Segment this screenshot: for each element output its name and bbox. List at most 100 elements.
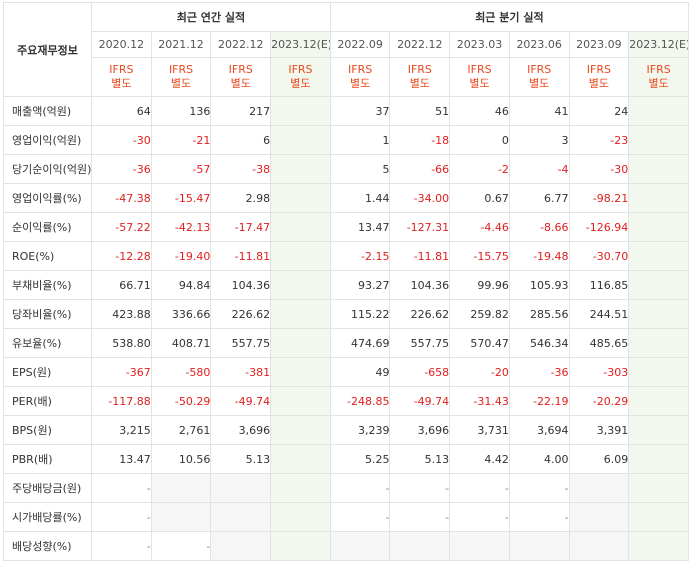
value-cell: 13.47 xyxy=(329,212,391,242)
value-cell xyxy=(210,531,272,561)
period-header: 2023.03 xyxy=(449,31,510,58)
period-header: 2023.12(E) xyxy=(270,31,331,58)
row-label: BPS(원) xyxy=(2,415,93,445)
row-label: 영업이익(억원) xyxy=(2,125,93,155)
value-cell xyxy=(449,531,510,561)
value-cell: 546.34 xyxy=(508,328,570,358)
value-cell xyxy=(568,502,630,532)
value-cell: -57.22 xyxy=(91,212,152,242)
value-cell: -19.48 xyxy=(508,241,570,271)
value-cell: -117.88 xyxy=(91,386,152,416)
table-row: 부채비율(%) 66.71 94.84 104.36 93.27 104.36 99.96 1… xyxy=(2,270,689,300)
value-cell: 5.13 xyxy=(389,444,451,474)
value-cell xyxy=(628,270,689,300)
value-cell: - xyxy=(508,502,570,532)
period-header: 2023.12(E) xyxy=(628,31,689,58)
row-label: 유보율(%) xyxy=(2,328,93,358)
separate-basis-label: 별도 xyxy=(409,77,430,90)
ifrs-label: IFRS xyxy=(228,63,253,76)
value-cell: 2.98 xyxy=(210,183,272,213)
value-cell: 3,239 xyxy=(329,415,391,445)
value-cell: 408.71 xyxy=(150,328,212,358)
value-cell: 41 xyxy=(508,96,570,126)
value-cell xyxy=(389,531,451,561)
row-label: 순이익률(%) xyxy=(2,212,93,242)
separate-basis-label: 별도 xyxy=(588,77,609,90)
value-cell xyxy=(270,386,331,416)
value-cell: -49.74 xyxy=(389,386,451,416)
value-cell: -22.19 xyxy=(508,386,570,416)
value-cell: - xyxy=(508,473,570,503)
table-row: 시가배당률(%) - - - - - xyxy=(2,502,689,532)
separate-basis-label: 별도 xyxy=(230,77,251,90)
table-row: 당기순이익(억원) -36 -57 -38 5 -66 -2 -4 -30 xyxy=(2,154,689,184)
ifrs-label: IFRS xyxy=(467,63,492,76)
value-cell: 6.09 xyxy=(568,444,630,474)
value-cell: 37 xyxy=(329,96,391,126)
value-cell: -15.47 xyxy=(150,183,212,213)
value-cell: -34.00 xyxy=(389,183,451,213)
row-label: PER(배) xyxy=(2,386,93,416)
value-cell: 46 xyxy=(449,96,510,126)
value-cell: 0.67 xyxy=(449,183,510,213)
table-row: 순이익률(%) -57.22 -42.13 -17.47 13.47 -127.31 -4.… xyxy=(2,212,689,242)
value-cell xyxy=(270,96,331,126)
value-cell: -30 xyxy=(568,154,630,184)
value-cell xyxy=(628,444,689,474)
row-label: 당좌비율(%) xyxy=(2,299,93,329)
value-cell: 116.85 xyxy=(568,270,630,300)
period-header: 2022.12 xyxy=(210,31,272,58)
value-cell: 136 xyxy=(150,96,212,126)
accounting-standard-header: IFRS 별도 xyxy=(329,57,391,97)
period-header: 2022.09 xyxy=(329,31,391,58)
value-cell: -50.29 xyxy=(150,386,212,416)
value-cell: -4.46 xyxy=(449,212,510,242)
value-cell: 3,215 xyxy=(91,415,152,445)
value-cell: -8.66 xyxy=(508,212,570,242)
value-cell: 5 xyxy=(329,154,391,184)
value-cell: 3,696 xyxy=(389,415,451,445)
period-header: 2020.12 xyxy=(91,31,152,58)
value-cell: 64 xyxy=(91,96,152,126)
value-cell: -12.28 xyxy=(91,241,152,271)
value-cell: -127.31 xyxy=(389,212,451,242)
table-row: ROE(%) -12.28 -19.40 -11.81 -2.15 -11.81 -15.7… xyxy=(2,241,689,271)
separate-basis-label: 별도 xyxy=(111,77,132,90)
value-cell: 226.62 xyxy=(210,299,272,329)
value-cell: 557.75 xyxy=(210,328,272,358)
value-cell: -580 xyxy=(150,357,212,387)
value-cell: 423.88 xyxy=(91,299,152,329)
separate-basis-label: 별도 xyxy=(529,77,550,90)
value-cell: -126.94 xyxy=(568,212,630,242)
value-cell xyxy=(270,444,331,474)
value-cell: -11.81 xyxy=(389,241,451,271)
value-cell: -20 xyxy=(449,357,510,387)
value-cell: 4.00 xyxy=(508,444,570,474)
value-cell: -367 xyxy=(91,357,152,387)
value-cell: -23 xyxy=(568,125,630,155)
value-cell xyxy=(270,473,331,503)
value-cell: - xyxy=(91,531,152,561)
value-cell: 538.80 xyxy=(91,328,152,358)
value-cell xyxy=(628,473,689,503)
value-cell: - xyxy=(389,473,451,503)
value-cell: -66 xyxy=(389,154,451,184)
value-cell xyxy=(628,531,689,561)
value-cell: -30 xyxy=(91,125,152,155)
value-cell: -30.70 xyxy=(568,241,630,271)
financial-summary-table: 주요재무정보 최근 연간 실적 최근 분기 실적 2020.12 2021.12 2… xyxy=(2,2,690,561)
ifrs-label: IFRS xyxy=(407,63,432,76)
value-cell xyxy=(568,531,630,561)
value-cell: 10.56 xyxy=(150,444,212,474)
accounting-standard-header: IFRS 별도 xyxy=(449,57,510,97)
value-cell: 6.77 xyxy=(508,183,570,213)
accounting-standard-header: IFRS 별도 xyxy=(508,57,570,97)
value-cell: 93.27 xyxy=(329,270,391,300)
table-row: 유보율(%) 538.80 408.71 557.75 474.69 557.75 570.… xyxy=(2,328,689,358)
value-cell: -19.40 xyxy=(150,241,212,271)
value-cell: -47.38 xyxy=(91,183,152,213)
table-row: 매출액(억원) 64 136 217 37 51 46 41 24 xyxy=(2,96,689,126)
value-cell xyxy=(628,154,689,184)
value-cell: 13.47 xyxy=(91,444,152,474)
value-cell: - xyxy=(91,473,152,503)
